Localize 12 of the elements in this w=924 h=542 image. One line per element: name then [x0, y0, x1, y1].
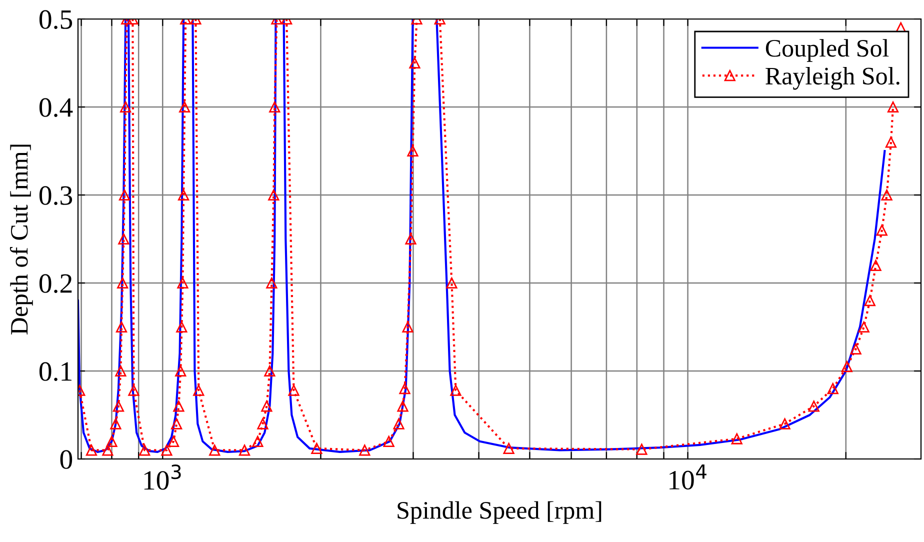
y-axis-title: Depth of Cut [mm]	[10, 144, 33, 334]
y-tick-label: 0.2	[39, 274, 72, 294]
x-tick-label: 10$^{3}$	[144, 464, 181, 490]
y-tick-label: 0.4	[39, 98, 73, 118]
x-tick-label: 10$^{4}$	[670, 464, 706, 490]
y-tick-label: 0.5	[39, 10, 72, 30]
y-tick-label: 0.1	[39, 362, 72, 382]
legend-label: Rayleigh Sol.	[766, 66, 900, 90]
y-tick-label: 0.3	[39, 186, 72, 206]
legend-label: Coupled Sol	[766, 39, 889, 62]
y-tick-label: 0	[60, 450, 72, 469]
x-axis-title: Spindle Speed [rpm]	[398, 501, 602, 524]
